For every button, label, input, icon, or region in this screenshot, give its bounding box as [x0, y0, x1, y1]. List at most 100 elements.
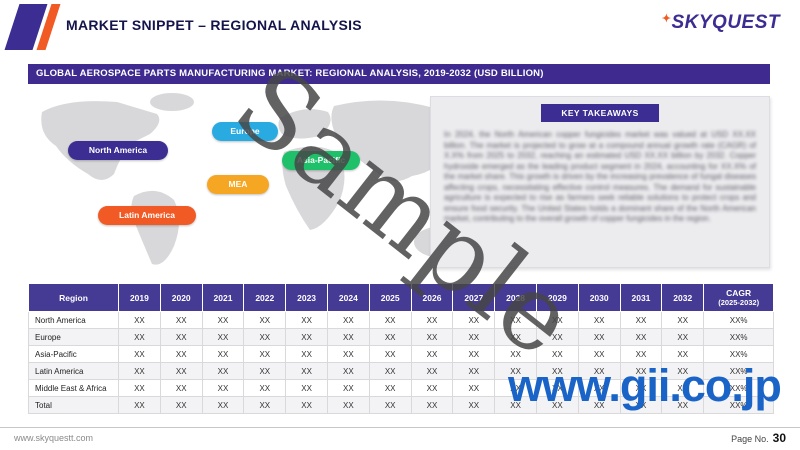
cell-value: XX — [368, 345, 412, 363]
key-takeaways-title: KEY TAKEAWAYS — [541, 104, 659, 122]
cell-region: Total — [28, 396, 119, 414]
footer-page-info: Page No. 30 — [731, 431, 786, 445]
continent-europe — [278, 109, 331, 139]
cell-value: XX — [368, 328, 412, 346]
cell-region: North America — [28, 311, 119, 329]
cell-value: XX — [535, 362, 579, 380]
cell-value: XX — [118, 396, 161, 414]
cell-value: XX — [285, 311, 328, 329]
table-row: Europe XX XX XX XX XX XX XX XX XX XX XX XX XX XX XX% — [28, 328, 775, 346]
col-header-cagr: CAGR (2025-2032) — [703, 283, 775, 312]
cell-value: XX — [577, 379, 621, 397]
cell-cagr: XX% — [703, 328, 775, 346]
cell-cagr: XX% — [703, 311, 775, 329]
cell-cagr: XX% — [703, 379, 775, 397]
cell-value: XX — [201, 345, 245, 363]
cell-value: XX — [410, 362, 454, 380]
cell-value: XX — [410, 345, 454, 363]
col-header-year: 2032 — [661, 283, 705, 312]
cell-value: XX — [661, 311, 705, 329]
cell-value: XX — [118, 311, 161, 329]
cell-cagr: XX% — [703, 396, 775, 414]
cell-value: XX — [494, 311, 537, 329]
cell-value: XX — [535, 345, 579, 363]
cell-value: XX — [326, 379, 370, 397]
cell-value: XX — [494, 328, 537, 346]
page-no-label: Page No. — [731, 434, 769, 444]
col-header-year: 2021 — [201, 283, 245, 312]
table-body: North America XX XX XX XX XX XX XX XX XX XX XX XX XX X… — [28, 311, 775, 414]
footer-divider — [0, 427, 800, 428]
cell-value: XX — [326, 396, 370, 414]
col-header-year: 2023 — [285, 283, 328, 312]
cell-value: XX — [410, 396, 454, 414]
cell-value: XX — [577, 396, 621, 414]
cell-value: XX — [452, 328, 496, 346]
col-header-year: 2020 — [159, 283, 203, 312]
cell-value: XX — [159, 362, 203, 380]
cell-value: XX — [368, 362, 412, 380]
cell-region: Middle East & Africa — [28, 379, 119, 397]
cell-value: XX — [159, 379, 203, 397]
continent-north-america — [41, 101, 160, 180]
cell-value: XX — [285, 345, 328, 363]
key-takeaways-box: KEY TAKEAWAYS In 2024, the North America… — [430, 96, 770, 268]
skyquest-logo: ✦SKYQUEST — [662, 12, 780, 34]
cell-value: XX — [285, 362, 328, 380]
cell-value: XX — [410, 328, 454, 346]
col-header-year: 2028 — [494, 283, 537, 312]
cell-value: XX — [285, 328, 328, 346]
region-label-asia-pacific: Asia-Pacific — [282, 151, 360, 170]
cell-region: Europe — [28, 328, 119, 346]
table-row: North America XX XX XX XX XX XX XX XX XX XX XX XX XX X… — [28, 311, 775, 329]
cell-value: XX — [243, 379, 287, 397]
cell-value: XX — [452, 311, 496, 329]
cell-value: XX — [494, 379, 537, 397]
table-header-row: Region 2019 2020 2021 2022 2023 2024 2025 2026 20… — [28, 283, 775, 312]
cell-value: XX — [285, 396, 328, 414]
table-row: Latin America XX XX XX XX XX XX XX XX XX XX XX XX XX X… — [28, 362, 775, 380]
cell-value: XX — [326, 328, 370, 346]
cell-value: XX — [577, 362, 621, 380]
cell-value: XX — [535, 328, 579, 346]
region-label-mea: MEA — [207, 175, 269, 194]
cell-value: XX — [201, 379, 245, 397]
region-label-europe: Europe — [212, 122, 278, 141]
cell-value: XX — [159, 311, 203, 329]
col-header-year: 2031 — [619, 283, 663, 312]
cell-value: XX — [661, 328, 705, 346]
cell-value: XX — [243, 345, 287, 363]
table-row: Middle East & Africa XX XX XX XX XX XX XX XX XX XX… — [28, 379, 775, 397]
cell-value: XX — [201, 311, 245, 329]
cell-value: XX — [159, 396, 203, 414]
cell-value: XX — [243, 396, 287, 414]
cell-value: XX — [494, 396, 537, 414]
cell-value: XX — [118, 379, 161, 397]
cell-value: XX — [159, 345, 203, 363]
page-number: 30 — [772, 431, 786, 445]
footer-website-link[interactable]: www.skyquestt.com — [14, 433, 94, 443]
cell-value: XX — [494, 345, 537, 363]
cell-value: XX — [368, 311, 412, 329]
col-header-year: 2029 — [535, 283, 579, 312]
section-banner: GLOBAL AEROSPACE PARTS MANUFACTURING MAR… — [28, 64, 770, 84]
cell-value: XX — [118, 345, 161, 363]
cell-value: XX — [118, 362, 161, 380]
cell-value: XX — [661, 345, 705, 363]
regional-analysis-table: Region 2019 2020 2021 2022 2023 2024 2025 2026 20… — [28, 283, 775, 414]
region-label-north-america: North America — [68, 141, 168, 160]
cell-value: XX — [243, 362, 287, 380]
continent-south-america — [131, 190, 179, 265]
cell-value: XX — [619, 379, 663, 397]
region-label-latin-america: Latin America — [98, 206, 196, 225]
cell-value: XX — [368, 379, 412, 397]
cell-value: XX — [201, 396, 245, 414]
col-header-year: 2024 — [326, 283, 370, 312]
cell-value: XX — [368, 396, 412, 414]
cell-value: XX — [661, 379, 705, 397]
cell-value: XX — [619, 311, 663, 329]
cell-cagr: XX% — [703, 362, 775, 380]
cell-value: XX — [619, 396, 663, 414]
cell-value: XX — [494, 362, 537, 380]
